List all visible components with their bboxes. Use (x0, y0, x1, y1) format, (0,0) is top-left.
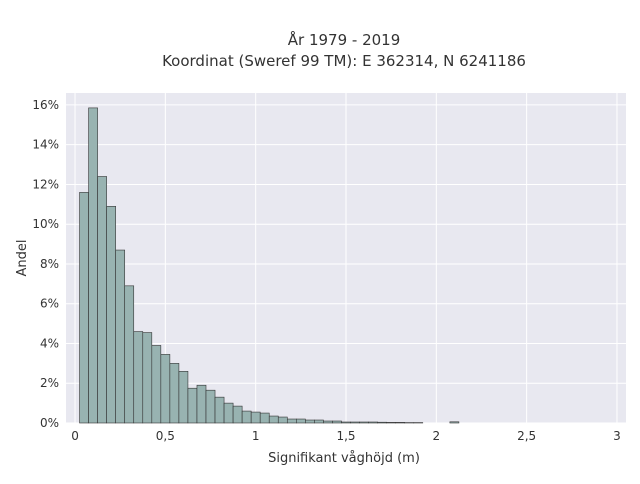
histogram-bar (107, 206, 116, 423)
x-axis-label: Signifikant våghöjd (m) (268, 451, 420, 466)
histogram-bar (369, 422, 378, 423)
y-tick-label: 14% (32, 138, 59, 152)
histogram-bar (360, 422, 369, 423)
x-tick-label: 1,5 (336, 429, 355, 443)
x-tick-label: 0 (71, 429, 79, 443)
histogram-bar (287, 419, 296, 423)
histogram-bar (89, 108, 98, 423)
histogram-bar (215, 397, 224, 423)
histogram-bar (98, 176, 107, 423)
histogram-bar (269, 416, 278, 423)
histogram-bar (161, 354, 170, 423)
chart-title: År 1979 - 2019 (288, 30, 401, 49)
histogram-bar (323, 421, 332, 423)
histogram-bar (351, 422, 360, 423)
y-tick-label: 8% (40, 257, 59, 271)
histogram-bar (125, 286, 134, 423)
histogram-bar (305, 420, 314, 423)
y-tick-label: 10% (32, 217, 59, 231)
histogram-bar (242, 411, 251, 423)
histogram-bar (296, 419, 305, 423)
y-tick-labels: 0% 2% 4% 6% 8% 10% 12% 14% 16% (32, 98, 59, 430)
histogram-bar (396, 422, 405, 423)
histogram-bar (116, 250, 125, 423)
y-tick-label: 2% (40, 376, 59, 390)
histogram-bar (314, 420, 323, 423)
histogram-bar (134, 332, 143, 423)
x-tick-labels: 0 0,5 1 1,5 2 2,5 3 (71, 429, 621, 443)
histogram-bar (341, 422, 350, 423)
x-tick-label: 2 (433, 429, 441, 443)
histogram-bar (278, 417, 287, 423)
histogram-bar (188, 388, 197, 423)
histogram-bar (152, 345, 161, 423)
histogram-bar (332, 421, 341, 423)
histogram-bar (233, 406, 242, 423)
histogram-bar (251, 412, 260, 423)
histogram-bar (450, 422, 459, 423)
histogram-bar (197, 385, 206, 423)
y-tick-label: 6% (40, 297, 59, 311)
y-tick-label: 16% (32, 98, 59, 112)
histogram-bar (260, 413, 269, 423)
histogram-bar (224, 403, 233, 423)
y-tick-label: 0% (40, 416, 59, 430)
histogram-bar (387, 422, 396, 423)
histogram-bar (179, 371, 188, 423)
y-axis-label: Andel (15, 240, 30, 277)
histogram-bar (170, 363, 179, 423)
y-tick-label: 12% (32, 177, 59, 191)
chart-subtitle: Koordinat (Sweref 99 TM): E 362314, N 62… (162, 52, 526, 70)
histogram-bar (378, 422, 387, 423)
y-tick-label: 4% (40, 336, 59, 350)
x-tick-label: 0,5 (156, 429, 175, 443)
x-tick-label: 3 (613, 429, 621, 443)
x-tick-label: 2,5 (517, 429, 536, 443)
histogram-bar (206, 390, 215, 423)
histogram-bar (143, 333, 152, 423)
histogram-bar (80, 192, 89, 423)
x-tick-label: 1 (252, 429, 260, 443)
